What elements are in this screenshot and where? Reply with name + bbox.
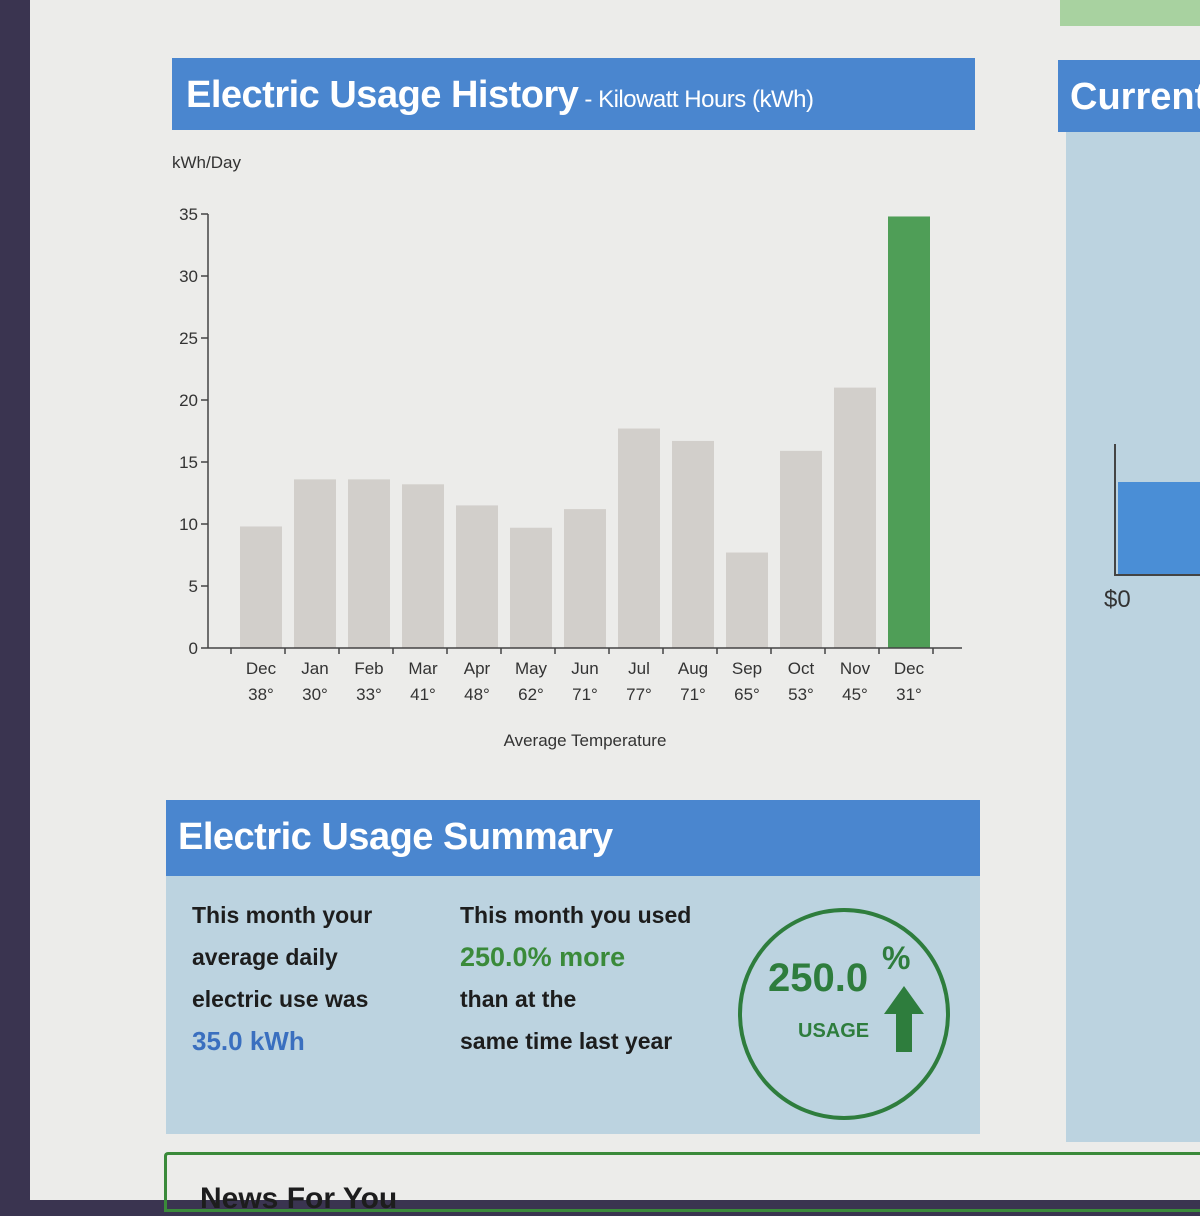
y-axis-label: kWh/Day [172, 153, 241, 172]
comparison-text: This month you used 250.0% more than at … [460, 894, 720, 1062]
y-tick-label: 20 [179, 391, 198, 410]
bars [240, 216, 930, 649]
current-bar [1118, 482, 1200, 576]
x-tick-label: Aug [678, 659, 708, 678]
current-axis [1114, 444, 1116, 576]
y-tick-label: 25 [179, 329, 198, 348]
temperature-label: 53° [788, 685, 814, 704]
temperature-label: 38° [248, 685, 274, 704]
temperature-label: 41° [410, 685, 436, 704]
gauge-label: USAGE [798, 1020, 870, 1042]
x-tick-label: Jul [628, 659, 650, 678]
x-tick-label: Feb [354, 659, 383, 678]
y-tick-label: 15 [179, 453, 198, 472]
compare-line-1: This month you used [460, 902, 692, 928]
history-header: Electric Usage History - Kilowatt Hours (… [172, 58, 975, 130]
temperature-label: 30° [302, 685, 328, 704]
bar [672, 440, 714, 648]
daily-line-2: average daily [192, 944, 338, 970]
bar [294, 479, 336, 648]
y-tick-label: 5 [189, 577, 198, 596]
x-tick-label: Apr [464, 659, 491, 678]
x-tick-label: Mar [408, 659, 438, 678]
temperature-label: 31° [896, 685, 922, 704]
y-tick-label: 30 [179, 267, 198, 286]
usage-chart: kWh/Day 0 5 10 15 20 25 30 35 Dec 38° Jan 30° Feb 33… [172, 153, 962, 750]
x-tick-label: Jan [301, 659, 328, 678]
x-tick-label: Oct [788, 659, 815, 678]
current-header: Current [1058, 60, 1200, 132]
bar [348, 479, 390, 648]
compare-line-2: than at the [460, 986, 577, 1012]
x-tick-label: Jun [571, 659, 598, 678]
x-tick-label: May [515, 659, 548, 678]
x-tick-label: Dec [894, 659, 925, 678]
temperature-label: 65° [734, 685, 760, 704]
daily-use-text: This month your average daily electric u… [192, 894, 422, 1062]
x-tick-label: Nov [840, 659, 871, 678]
compare-value: 250.0% more [460, 942, 626, 972]
usage-gauge [738, 908, 950, 1120]
history-subtitle: - Kilowatt Hours (kWh) [584, 86, 814, 113]
current-panel [1066, 132, 1200, 1142]
compare-line-3: same time last year [460, 1028, 673, 1054]
green-strip [1060, 0, 1200, 26]
bar [564, 509, 606, 648]
bar [456, 505, 498, 648]
temperature-label: 71° [572, 685, 598, 704]
temperature-label: 62° [518, 685, 544, 704]
current-baseline [1114, 574, 1200, 576]
y-axis: 0 5 10 15 20 25 30 35 [179, 205, 209, 658]
history-title: Electric Usage History - Kilowatt Hours (… [186, 74, 814, 116]
x-tick-label: Dec [246, 659, 277, 678]
bar [726, 552, 768, 648]
gauge-value: 250.0 [768, 956, 869, 1000]
x-axis: Dec 38° Jan 30° Feb 33° Mar 41° Apr 48° May 62° Jun 7… [208, 647, 962, 704]
bar [618, 428, 660, 648]
summary-title: Electric Usage Summary [178, 816, 613, 858]
y-tick-label: 10 [179, 515, 198, 534]
up-arrow-icon [884, 986, 924, 1052]
x-tick-label: Sep [732, 659, 762, 678]
summary-header: Electric Usage Summary [166, 800, 980, 876]
bar [240, 526, 282, 648]
bar [834, 387, 876, 648]
y-tick-label: 35 [179, 205, 198, 224]
current-zero-label: $0 [1104, 586, 1131, 613]
news-title: News For You [200, 1182, 398, 1215]
temperature-label: 77° [626, 685, 652, 704]
temperature-label: 48° [464, 685, 490, 704]
bar [402, 484, 444, 648]
temperature-label: 45° [842, 685, 868, 704]
gauge-percent: % [882, 940, 911, 976]
y-tick-label: 0 [189, 639, 198, 658]
bar [888, 216, 930, 649]
current-title: Current [1070, 76, 1200, 118]
daily-value: 35.0 kWh [192, 1026, 305, 1056]
bar [780, 450, 822, 648]
daily-line-1: This month your [192, 902, 373, 928]
temperature-label: 71° [680, 685, 706, 704]
x-axis-label: Average Temperature [504, 731, 667, 750]
temperature-label: 33° [356, 685, 382, 704]
bar [510, 527, 552, 648]
daily-line-3: electric use was [192, 986, 369, 1012]
